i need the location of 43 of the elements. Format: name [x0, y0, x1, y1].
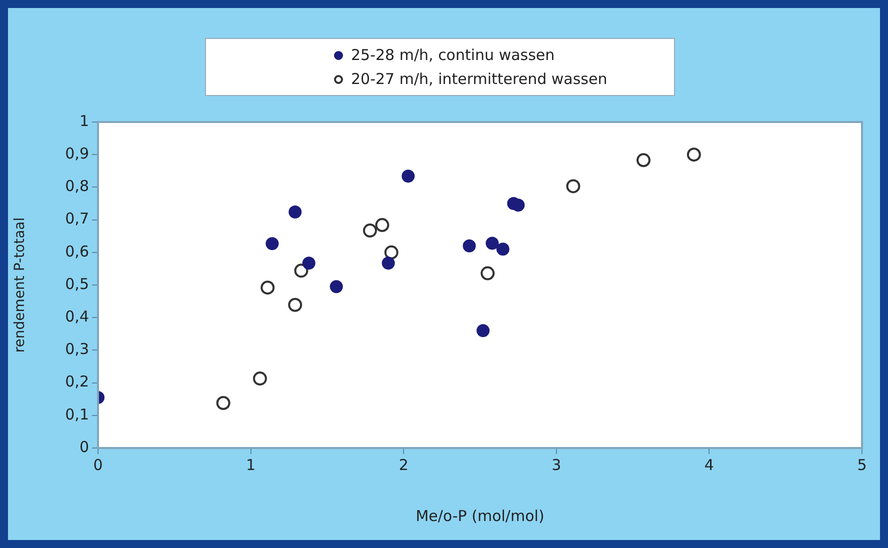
point [252, 372, 267, 386]
point [462, 239, 476, 252]
point [375, 218, 390, 232]
y-tick-label: 0,7 [65, 210, 89, 228]
point [686, 148, 701, 162]
point [302, 256, 316, 270]
x-axis-title: Me/o-P (mol/mol) [416, 506, 544, 525]
point [486, 236, 499, 250]
point [260, 280, 275, 295]
point [480, 266, 495, 280]
x-tick-label: 0 [93, 456, 103, 474]
y-tick-label: 0,6 [65, 242, 89, 260]
point [384, 245, 398, 260]
y-tick-label: 0,2 [65, 372, 89, 391]
point [402, 170, 415, 183]
x-tick-label: 2 [398, 456, 408, 474]
point [636, 153, 650, 168]
point [288, 205, 302, 218]
point [288, 298, 302, 312]
point [566, 179, 580, 194]
point [476, 324, 490, 338]
point [266, 237, 279, 250]
y-tick-label: 1 [79, 112, 89, 130]
y-tick-label: 0,9 [65, 144, 89, 162]
point [216, 396, 230, 410]
y-tick-label: 0,8 [65, 177, 89, 196]
point [496, 242, 510, 256]
x-tick-label: 5 [857, 456, 867, 474]
point [382, 256, 395, 270]
y-tick-label: 0,3 [65, 340, 89, 358]
x-tick-label: 4 [704, 456, 714, 474]
legend-label: 20-27 m/h, intermitterend wassen [351, 70, 608, 88]
point [294, 264, 308, 278]
y-tick-label: 0,5 [65, 274, 89, 293]
legend-label: 25-28 m/h, continu wassen [351, 46, 555, 64]
y-tick-label: 0,4 [65, 307, 89, 326]
point [330, 280, 343, 294]
point [362, 224, 377, 238]
x-tick-label: 1 [246, 456, 256, 474]
y-tick-label: 0,1 [65, 405, 89, 424]
y-tick-label: 0 [79, 438, 89, 456]
y-axis-title: rendement P-totaal [12, 217, 28, 353]
x-tick-label: 3 [552, 456, 562, 474]
